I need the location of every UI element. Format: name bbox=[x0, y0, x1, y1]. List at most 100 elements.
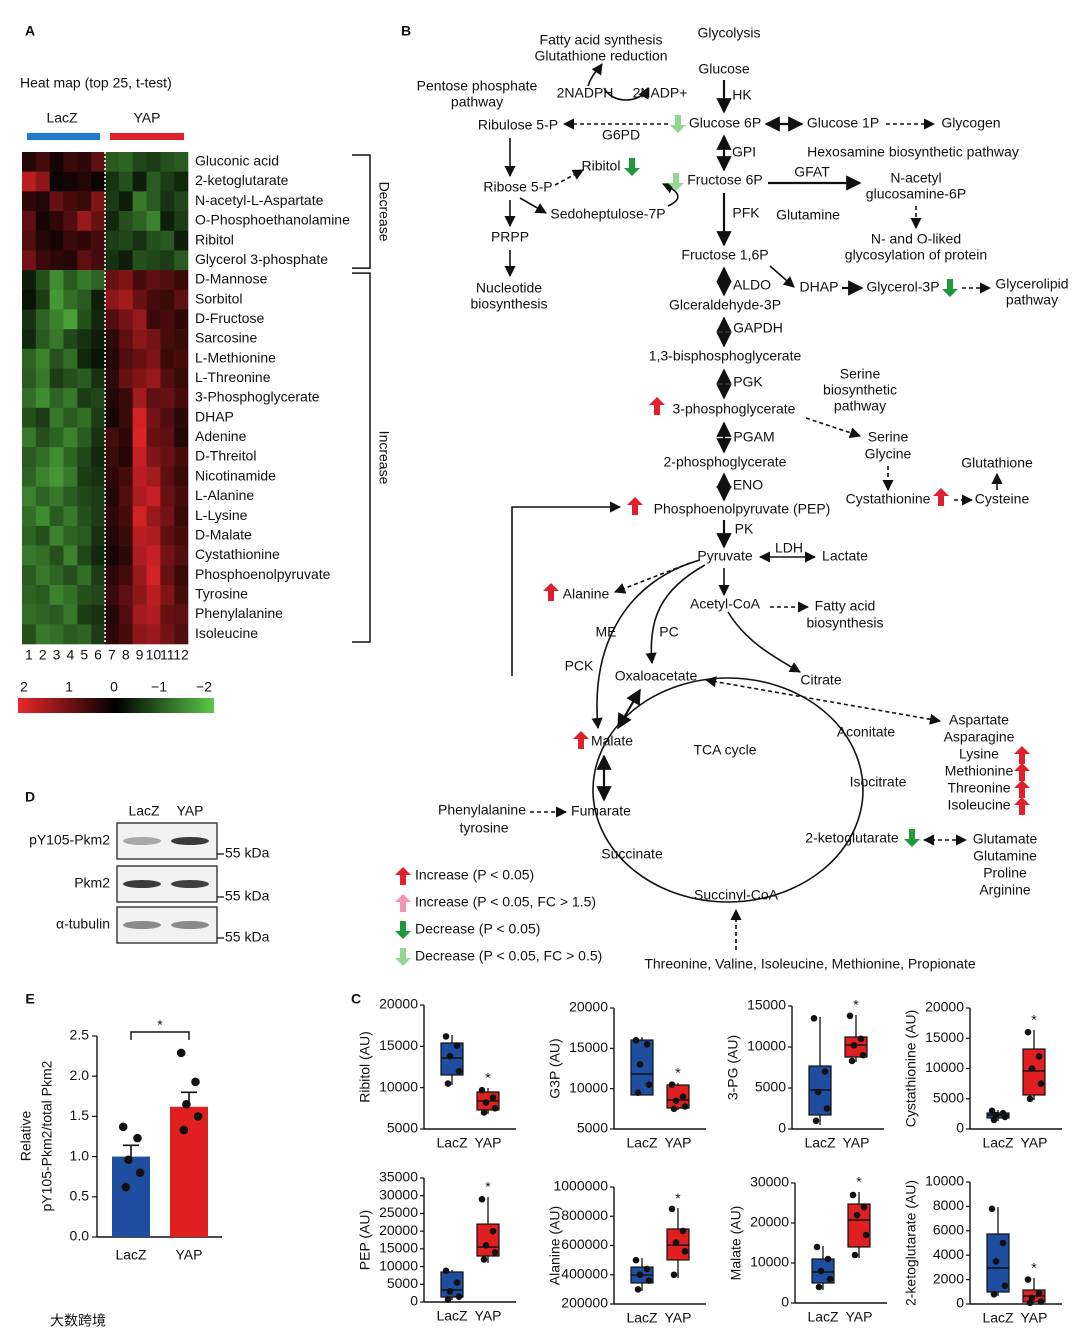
data-point bbox=[636, 1271, 644, 1279]
y-axis-label: Cystathionine (AU) bbox=[903, 1010, 919, 1128]
heatmap-cell bbox=[91, 309, 106, 330]
blot-row-label: α-tubulin bbox=[56, 916, 110, 932]
pathway-node: PGAM bbox=[733, 429, 774, 445]
y-axis-label: G3P (AU) bbox=[547, 1038, 563, 1098]
change-arrow bbox=[573, 731, 589, 749]
panel-letter: E bbox=[25, 991, 34, 1007]
data-point bbox=[859, 1051, 867, 1059]
heatmap-cell bbox=[49, 230, 64, 251]
data-point bbox=[988, 1205, 996, 1213]
heatmap-cell bbox=[105, 388, 120, 409]
heatmap-cell bbox=[22, 447, 37, 468]
data-point bbox=[824, 1255, 832, 1263]
pathway-node: 2-phosphoglycerate bbox=[664, 454, 787, 470]
y-tick-label: 20000 bbox=[750, 1214, 789, 1230]
data-point bbox=[992, 1258, 1000, 1265]
heatmap-cell bbox=[174, 388, 189, 409]
pathway-node: Glutathione bbox=[961, 455, 1033, 471]
pathway-arrow bbox=[645, 564, 706, 665]
heatmap-cell bbox=[132, 604, 147, 625]
data-point bbox=[810, 1015, 818, 1022]
heatmap-cell bbox=[35, 545, 50, 566]
y-axis-label: Alanine (AU) bbox=[547, 1206, 563, 1285]
heatmap-cell bbox=[35, 348, 50, 369]
heatmap-cell bbox=[35, 584, 50, 605]
heatmap-cell bbox=[63, 329, 78, 350]
significance-bracket bbox=[130, 1031, 190, 1040]
heatmap-cell bbox=[35, 230, 50, 251]
heatmap-cell bbox=[49, 250, 64, 271]
pathway-node: Glycine bbox=[865, 446, 912, 462]
pathway-node: PGK bbox=[733, 374, 763, 390]
data-point bbox=[850, 1042, 858, 1049]
pathway-arrow bbox=[617, 688, 641, 730]
data-point bbox=[990, 1290, 998, 1298]
data-point bbox=[817, 1267, 825, 1275]
heatmap-cell bbox=[63, 348, 78, 369]
heatmap-cell bbox=[174, 604, 189, 625]
heatmap-cell bbox=[160, 171, 175, 192]
heatmap-cell bbox=[118, 427, 133, 448]
significance: * bbox=[485, 1179, 491, 1195]
heatmap-cell bbox=[146, 584, 161, 605]
pathway-node: 2-ketoglutarate bbox=[805, 830, 899, 846]
data-point bbox=[679, 1093, 687, 1101]
heatmap-cell bbox=[77, 407, 92, 428]
pathway-node: Lactate bbox=[822, 548, 868, 564]
pathway-node: G6PD bbox=[602, 127, 640, 143]
heatmap-cell bbox=[118, 388, 133, 409]
heatmap-cell bbox=[35, 211, 50, 232]
marker-label: 55 kDa bbox=[225, 888, 270, 904]
heatmap-cell bbox=[77, 289, 92, 310]
pathway-node: Isoleucine bbox=[947, 797, 1010, 813]
heatmap-cell bbox=[35, 191, 50, 212]
y-axis-label: Ribitol (AU) bbox=[357, 1031, 373, 1103]
heatmap-cell bbox=[22, 506, 37, 527]
heatmap-cell bbox=[146, 230, 161, 251]
heatmap-cell bbox=[77, 191, 92, 212]
heatmap-cell bbox=[160, 211, 175, 232]
data-point bbox=[679, 1227, 687, 1235]
heatmap-cell bbox=[105, 545, 120, 566]
heatmap-cell bbox=[146, 309, 161, 330]
blot-band bbox=[171, 880, 209, 888]
pathway-node: Aspartate bbox=[949, 712, 1009, 728]
heatmap-cell bbox=[35, 270, 50, 291]
y-tick-label: 10000 bbox=[379, 1078, 418, 1094]
y-axis-label: 3-PG (AU) bbox=[725, 1035, 741, 1100]
bracket-label: Increase bbox=[376, 431, 392, 485]
data-point bbox=[446, 1288, 454, 1295]
column-label: 11 bbox=[160, 647, 175, 663]
pathway-node: Proline bbox=[983, 865, 1027, 881]
heatmap-cell bbox=[91, 270, 106, 291]
significance: * bbox=[675, 1065, 681, 1081]
heatmap-cell bbox=[35, 388, 50, 409]
blot-band bbox=[123, 837, 161, 845]
heatmap-cell bbox=[146, 545, 161, 566]
heatmap-cell bbox=[174, 407, 189, 428]
pathway-node: Glycolysis bbox=[697, 25, 760, 41]
blot-band bbox=[123, 921, 161, 929]
category-label: YAP bbox=[475, 1308, 502, 1324]
change-arrow bbox=[1014, 763, 1030, 781]
heatmap-cell bbox=[63, 545, 78, 566]
heatmap-cell bbox=[146, 407, 161, 428]
pathway-node: N-acetyl bbox=[890, 170, 941, 186]
y-axis-label: pY105-Pkm2/total Pkm2 bbox=[39, 1060, 55, 1211]
heatmap-cell bbox=[118, 624, 133, 645]
heatmap-cell bbox=[35, 565, 50, 586]
pathway-arrow bbox=[519, 197, 547, 214]
pathway-node: Ribose 5-P bbox=[483, 179, 552, 195]
heatmap-cell bbox=[77, 368, 92, 389]
category-label: LacZ bbox=[436, 1308, 468, 1324]
data-point bbox=[1001, 1113, 1009, 1121]
pathway-node: Sedoheptulose-7P bbox=[550, 206, 665, 222]
heatmap-cell bbox=[22, 565, 37, 586]
heatmap-cell bbox=[77, 348, 92, 369]
heatmap-cell bbox=[174, 565, 189, 586]
pathway-arrow bbox=[587, 63, 603, 87]
blot-band bbox=[171, 837, 209, 845]
data-point bbox=[491, 1249, 499, 1256]
heatmap-cell bbox=[63, 270, 78, 291]
